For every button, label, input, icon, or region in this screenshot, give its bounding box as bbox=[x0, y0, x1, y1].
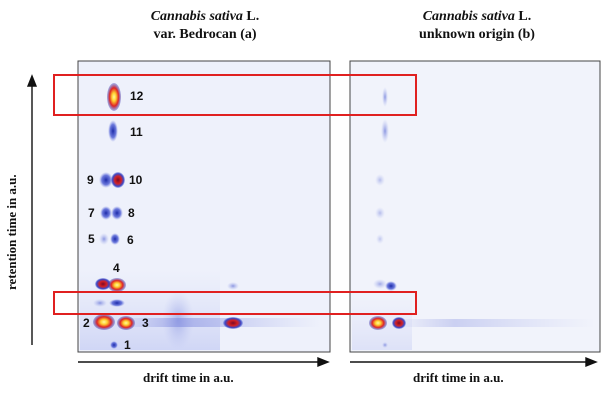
x-arrowhead-b-icon bbox=[585, 356, 598, 368]
highlight-box-top bbox=[53, 74, 417, 116]
peak-3-spot bbox=[117, 316, 135, 330]
panel-b-plot bbox=[349, 60, 601, 353]
peak-label-5: 5 bbox=[88, 232, 95, 246]
panel-a-x-axis-label: drift time in a.u. bbox=[143, 370, 234, 385]
panel-b-species-suffix: L. bbox=[514, 9, 532, 24]
peak-4a-spot bbox=[95, 278, 111, 290]
peak-8-spot bbox=[111, 206, 123, 220]
panel-a-title: Cannabis sativa L. var. Bedrocan (a) bbox=[100, 8, 310, 44]
peak-6-spot bbox=[110, 233, 120, 245]
peak-1-spot bbox=[110, 341, 118, 349]
peak-2-spot bbox=[93, 314, 115, 330]
peak-label-10: 10 bbox=[129, 173, 143, 187]
peak-label-11: 11 bbox=[130, 125, 143, 139]
y-arrowhead-icon bbox=[26, 74, 38, 87]
panel-b-species: Cannabis sativa bbox=[422, 9, 515, 24]
peak-label-4: 4 bbox=[113, 261, 120, 275]
panel-a-species: Cannabis sativa bbox=[150, 9, 243, 24]
x-arrowhead-a-icon bbox=[317, 356, 330, 368]
peak-12-spot bbox=[107, 83, 121, 111]
peak-5-spot bbox=[99, 233, 109, 245]
highlight-box-bottom bbox=[53, 291, 417, 315]
panel-b-x-axis-label: drift time in a.u. bbox=[413, 370, 504, 385]
panel-a-species-suffix: L. bbox=[242, 9, 260, 24]
peak-label-6: 6 bbox=[127, 233, 134, 247]
peak-4-spot bbox=[108, 278, 126, 292]
peak-label-8: 8 bbox=[128, 206, 135, 220]
peak-label-3: 3 bbox=[142, 316, 149, 330]
peak-11-spot bbox=[108, 120, 118, 142]
peak-10-spot bbox=[111, 172, 125, 188]
panel-a-plot bbox=[77, 60, 331, 353]
peak-label-1: 1 bbox=[124, 338, 131, 352]
peak-label-7: 7 bbox=[88, 206, 95, 220]
peak-9-spot bbox=[99, 172, 113, 188]
panel-b-title: Cannabis sativa L. unknown origin (b) bbox=[372, 8, 582, 44]
panel-a-subtitle: var. Bedrocan (a) bbox=[153, 27, 257, 42]
peak-label-2: 2 bbox=[83, 316, 90, 330]
peak-label-9: 9 bbox=[87, 173, 94, 187]
panel-b-subtitle: unknown origin (b) bbox=[419, 27, 535, 42]
peak-label-12: 12 bbox=[130, 89, 144, 103]
axis-arrows bbox=[26, 74, 598, 368]
peak-7-spot bbox=[100, 206, 112, 220]
